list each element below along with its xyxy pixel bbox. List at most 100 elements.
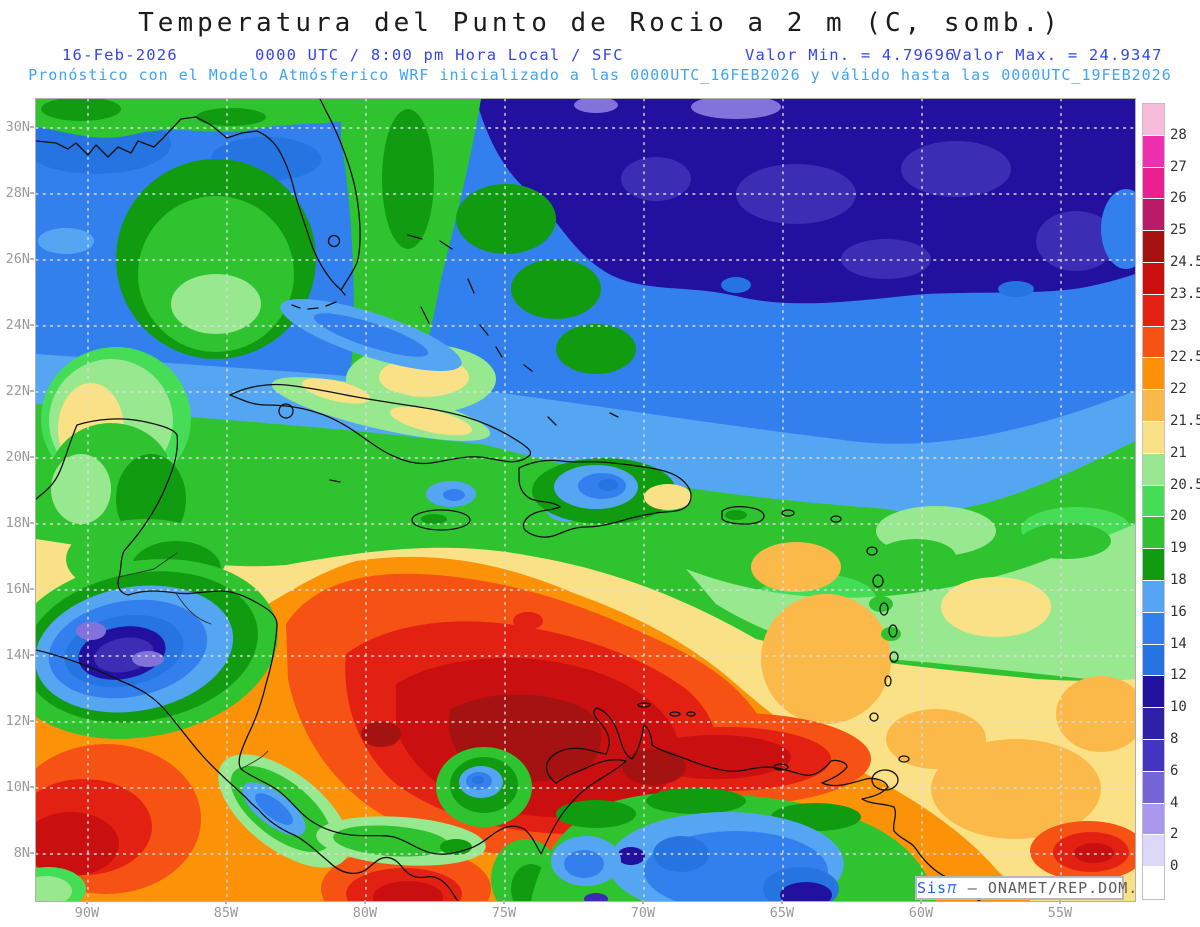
run-date: 16-Feb-2026: [62, 46, 178, 64]
colorbar-cell: [1143, 231, 1164, 262]
colorbar-cell: [1143, 104, 1164, 135]
y-axis-label: 22N: [5, 383, 30, 399]
x-axis-label: 90W: [74, 905, 100, 921]
colorbar-tick-label: 23: [1170, 317, 1187, 334]
y-axis-tick: [30, 192, 34, 194]
y-axis-label: 16N: [5, 581, 30, 597]
colorbar-cell: [1143, 167, 1164, 199]
colorbar-cell: [1143, 358, 1164, 390]
colorbar-tick-label: 16: [1170, 603, 1187, 620]
colorbar-cell: [1143, 644, 1164, 676]
watermark-brand: Sis: [917, 879, 948, 897]
y-axis-tick: [30, 720, 34, 722]
x-axis-tick: [86, 900, 88, 904]
y-axis-tick: [30, 654, 34, 656]
value-min-label: Valor Min. = 4.79696: [745, 46, 956, 64]
x-axis-tick: [642, 900, 644, 904]
region-gulf-greens: [36, 99, 481, 491]
y-axis-tick: [30, 786, 34, 788]
colorbar-cell: [1143, 739, 1164, 771]
coastlines: [36, 99, 981, 901]
colorbar-cell: [1143, 771, 1164, 803]
x-axis-tick: [920, 900, 922, 904]
y-axis-tick: [30, 852, 34, 854]
colorbar-cell: [1143, 199, 1164, 231]
y-axis-tick: [30, 390, 34, 392]
x-axis-label: 65W: [769, 905, 795, 921]
colorbar-tick-label: 26: [1170, 190, 1187, 207]
colorbar-tick-label: 19: [1170, 540, 1187, 557]
y-axis-label: 8N: [13, 845, 30, 861]
colorbar-tick-label: 21.5: [1170, 413, 1200, 429]
colorbar-cell: [1143, 867, 1164, 898]
colorbar-cell: [1143, 453, 1164, 485]
colorbar-cell: [1143, 803, 1164, 835]
colorbar-cell: [1143, 390, 1164, 421]
colorbar-tick-label: 12: [1170, 667, 1187, 684]
x-axis-tick: [781, 900, 783, 904]
y-axis-label: 18N: [5, 515, 30, 531]
colorbar-tick-label: 27: [1170, 158, 1187, 175]
forecast-subtitle: Pronóstico con el Modelo Atmósferico WRF…: [28, 66, 1172, 84]
value-max-label: Valor Max. = 24.9347: [952, 46, 1163, 64]
y-axis-tick: [30, 258, 34, 260]
x-axis-tick: [1059, 900, 1061, 904]
y-axis-label: 20N: [5, 449, 30, 465]
colorbar-cell: [1143, 549, 1164, 580]
y-axis-label: 24N: [5, 317, 30, 333]
page-title: Temperatura del Punto de Rocio a 2 m (C,…: [138, 8, 1062, 38]
x-axis-label: 80W: [352, 905, 378, 921]
run-time: 0000 UTC / 8:00 pm Hora Local / SFC: [255, 46, 624, 64]
colorbar-cell: [1143, 421, 1164, 453]
x-axis-tick: [364, 900, 366, 904]
colorbar-tick-label: 21: [1170, 444, 1187, 461]
y-axis-tick: [30, 588, 34, 590]
colorbar-tick-label: 10: [1170, 699, 1187, 716]
y-axis-tick: [30, 126, 34, 128]
colorbar-cell: [1143, 708, 1164, 739]
colorbar-tick-label: 28: [1170, 126, 1187, 143]
colorbar-tick-label: 25: [1170, 222, 1187, 239]
map-canvas: [35, 98, 1136, 902]
x-axis-label: 60W: [908, 905, 934, 921]
watermark-separator: —: [967, 879, 978, 897]
contour-map-svg: [36, 99, 1135, 901]
colorbar-cell: [1143, 294, 1164, 326]
colorbar-cell: [1143, 262, 1164, 294]
colorbar-tick-label: 18: [1170, 572, 1187, 588]
x-axis-label: 70W: [630, 905, 656, 921]
colorbar-tick-label: 0: [1170, 858, 1179, 875]
colorbar-tick-label: 22: [1170, 381, 1187, 398]
y-axis-tick: [30, 456, 34, 458]
x-axis-tick: [503, 900, 505, 904]
colorbar-cell: [1143, 485, 1164, 517]
x-axis-tick: [225, 900, 227, 904]
colorbar-cell: [1143, 676, 1164, 708]
x-axis-label: 85W: [213, 905, 239, 921]
y-axis-label: 30N: [5, 119, 30, 135]
colorbar-cell: [1143, 326, 1164, 358]
colorbar-tick-label: 14: [1170, 635, 1187, 652]
watermark-box: Sisπ — ONAMET/REP.DOM.: [915, 876, 1137, 900]
colorbar-tick-label: 4: [1170, 794, 1179, 811]
colorbar-legend: [1142, 103, 1165, 900]
y-axis-label: 26N: [5, 251, 30, 267]
colorbar-tick-label: 20: [1170, 508, 1187, 525]
x-axis-label: 55W: [1047, 905, 1073, 921]
colorbar-tick-label: 20.5: [1170, 476, 1200, 493]
colorbar-tick-label: 2: [1170, 826, 1179, 843]
colorbar-cell: [1143, 135, 1164, 167]
watermark-pi-icon: π: [947, 878, 958, 897]
y-axis-tick: [30, 522, 34, 524]
region-bahamas-cuba: [271, 184, 636, 522]
y-axis-label: 28N: [5, 185, 30, 201]
colorbar-tick-label: 6: [1170, 762, 1179, 779]
y-axis-label: 12N: [5, 713, 30, 729]
watermark-org: ONAMET/REP.DOM.: [987, 879, 1139, 897]
colorbar-tick-label: 23.5: [1170, 285, 1200, 302]
graticule-gridlines: [36, 99, 1135, 901]
colorbar-cell: [1143, 517, 1164, 549]
colorbar-cell: [1143, 580, 1164, 612]
colorbar-tick-label: 24.5: [1170, 254, 1200, 270]
